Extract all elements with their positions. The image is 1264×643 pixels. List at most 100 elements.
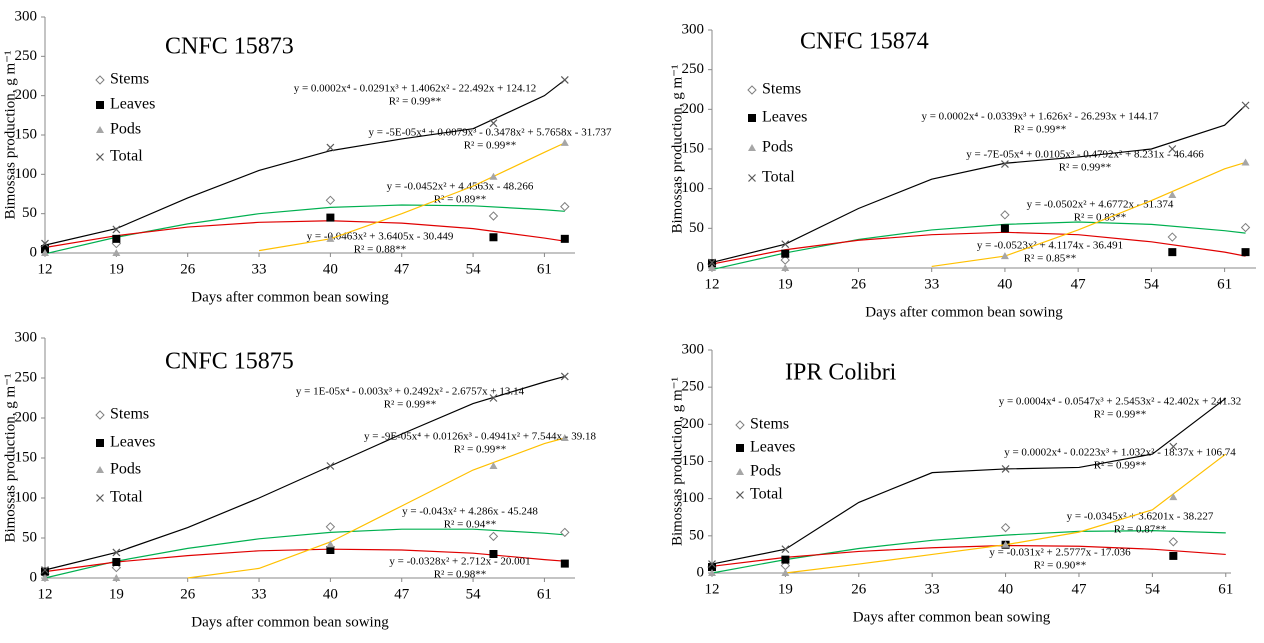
y-tick-label: 0: [697, 259, 705, 275]
x-tick-label: 12: [38, 261, 53, 277]
trend-line: [711, 397, 1227, 565]
data-point: [1241, 248, 1250, 257]
chart-panel: 0 50 100 150 200 250 300 12 19 26 33 40 47 54 61 Days a…: [2, 329, 596, 630]
marker-shape: [1000, 522, 1011, 533]
y-tick-label: 0: [30, 244, 38, 260]
marker-shape: [708, 258, 716, 267]
data-point: [560, 527, 570, 538]
y-tick-label: 50: [689, 527, 704, 543]
x-tick-label: 33: [925, 581, 940, 597]
y-tick-label: 250: [15, 369, 38, 385]
data-point: [1168, 145, 1177, 153]
data-point: [1240, 222, 1251, 233]
data-point: [326, 213, 335, 222]
marker-shape: [489, 233, 498, 242]
data-point: [708, 258, 716, 267]
trend-equation: y = 0.0004x⁴ - 0.0547x³ + 2.5453x² - 42.…: [999, 396, 1242, 408]
legend-label: Stems: [110, 71, 149, 88]
marker-shape: [96, 439, 104, 447]
marker-shape: [112, 225, 121, 234]
chart-title: CNFC 15874: [800, 29, 929, 55]
legend-marker: [96, 101, 104, 109]
trend-r2: R² = 0.99**: [1094, 409, 1147, 421]
x-tick-label: 40: [323, 586, 338, 602]
marker-shape: [489, 462, 498, 469]
data-point: [1000, 252, 1009, 260]
chart-panel: 0 50 100 150 200 250 300 12 19 26 33 40 47 54 61 Days a…: [2, 8, 612, 305]
data-point: [560, 434, 569, 441]
data-point: [489, 550, 498, 558]
trend-equation: y = -0.0502x² + 4.6772x - 51.374: [1027, 199, 1174, 211]
legend-marker: [748, 114, 756, 122]
legend-label: Pods: [110, 461, 141, 478]
marker-shape: [1000, 252, 1009, 260]
trend-equation: y = -0.0452x² + 4.4563x - 48.266: [387, 181, 534, 193]
marker-shape: [112, 574, 121, 581]
trend-r2: R² = 0.99**: [1094, 460, 1147, 472]
x-tick-label: 61: [1217, 276, 1232, 292]
marker-shape: [488, 531, 499, 542]
data-point: [1000, 210, 1010, 220]
x-tick-label: 54: [466, 586, 482, 602]
data-point: [708, 560, 716, 569]
x-tick-label: 26: [851, 276, 867, 292]
trend-r2: R² = 0.87**: [1114, 524, 1167, 536]
trend-equation: y = -0.0463x² + 3.6405x - 30.449: [307, 231, 454, 243]
data-point: [1000, 522, 1011, 533]
x-tick-label: 12: [38, 586, 53, 602]
data-point: [1241, 101, 1250, 110]
marker-shape: [708, 560, 716, 569]
x-tick-label: 40: [997, 276, 1012, 292]
legend-label: Total: [110, 148, 143, 165]
x-tick-label: 47: [394, 586, 410, 602]
x-axis-label: Days after common bean sowing: [865, 304, 1063, 320]
legend-label: Leaves: [110, 96, 155, 113]
data-point: [560, 76, 569, 84]
data-point: [112, 558, 121, 566]
legend-label: Leaves: [762, 109, 807, 126]
marker-shape: [1000, 210, 1010, 220]
marker-shape: [781, 240, 790, 249]
legend-label: Pods: [762, 139, 793, 156]
marker-shape: [41, 567, 49, 576]
x-tick-label: 26: [180, 261, 196, 277]
legend-marker: [736, 491, 744, 499]
marker-shape: [1241, 158, 1250, 166]
data-point: [1000, 160, 1009, 168]
x-tick-label: 54: [1145, 581, 1161, 597]
y-tick-label: 50: [22, 529, 37, 545]
data-point: [41, 239, 49, 248]
marker-shape: [560, 138, 569, 146]
y-tick-label: 100: [682, 180, 705, 196]
data-point: [781, 569, 790, 576]
x-tick-label: 54: [466, 261, 482, 277]
y-tick-label: 50: [689, 220, 704, 236]
marker-shape: [560, 76, 569, 84]
marker-shape: [96, 101, 104, 109]
marker-shape: [326, 213, 335, 222]
marker-shape: [736, 444, 744, 452]
trend-r2: R² = 0.99**: [454, 444, 507, 456]
legend-label: Total: [750, 486, 783, 503]
data-point: [1168, 191, 1177, 199]
x-tick-label: 12: [705, 276, 720, 292]
data-point: [112, 548, 121, 557]
y-tick-label: 200: [15, 87, 38, 103]
data-point: [112, 225, 121, 234]
data-point: [112, 249, 121, 256]
trend-r2: R² = 0.99**: [1059, 162, 1112, 174]
trend-line: [711, 530, 1226, 574]
trend-r2: R² = 0.99**: [389, 96, 442, 108]
data-point: [325, 522, 336, 532]
trend-r2: R² = 0.99**: [1014, 124, 1067, 136]
y-axis-label: Bimossas production, g m⁻¹: [2, 50, 18, 219]
trend-r2: R² = 0.99**: [384, 399, 437, 411]
data-point: [1001, 540, 1010, 548]
data-point: [1241, 158, 1250, 166]
marker-shape: [735, 420, 745, 430]
data-point: [1168, 537, 1179, 547]
x-tick-label: 47: [1071, 276, 1087, 292]
data-point: [781, 555, 790, 564]
trend-equation: y = -7E-05x⁴ + 0.0105x³ - 0.4792x² + 8.2…: [966, 149, 1204, 161]
marker-shape: [41, 249, 49, 256]
